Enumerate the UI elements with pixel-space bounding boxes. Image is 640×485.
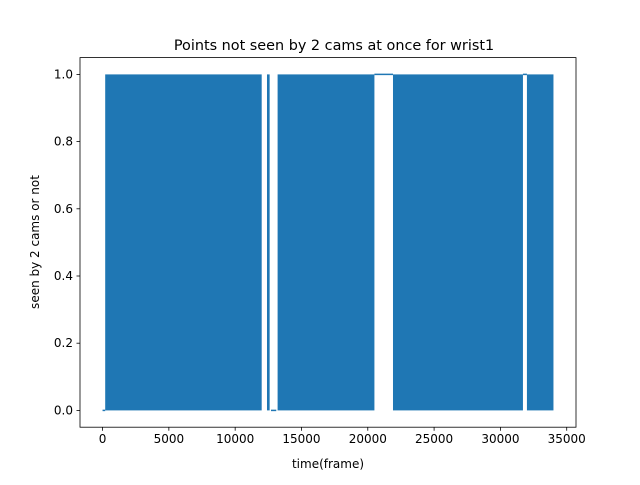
y-axis-label: seen by 2 cams or not [28,175,42,309]
y-tick-label: 0.8 [54,135,73,149]
series-band [277,74,375,411]
y-tick-label: 1.0 [54,67,73,81]
x-tick-label: 35000 [548,432,586,446]
y-axis-ticks: 0.0 0.2 0.4 0.6 0.8 1.0 [54,67,80,417]
x-tick-label: 30000 [481,432,519,446]
x-tick-label: 15000 [282,432,320,446]
series-band [105,74,262,411]
plot-area [102,73,554,412]
x-tick-label: 5000 [154,432,185,446]
x-tick-label: 10000 [216,432,254,446]
x-axis-label: time(frame) [292,457,364,471]
series-band [526,74,554,411]
series-band [392,74,523,411]
x-tick-label: 0 [99,432,107,446]
series-band [266,74,270,411]
chart-title: Points not seen by 2 cams at once for wr… [174,38,494,54]
y-tick-label: 0.6 [54,202,73,216]
y-tick-label: 0.2 [54,336,73,350]
x-tick-label: 20000 [349,432,387,446]
y-tick-label: 0.0 [54,403,73,417]
x-tick-label: 25000 [415,432,453,446]
axes-frame [79,57,577,428]
x-axis-ticks: 0 5000 10000 15000 20000 25000 30000 35000 [99,427,586,446]
y-tick-label: 0.4 [54,269,73,283]
